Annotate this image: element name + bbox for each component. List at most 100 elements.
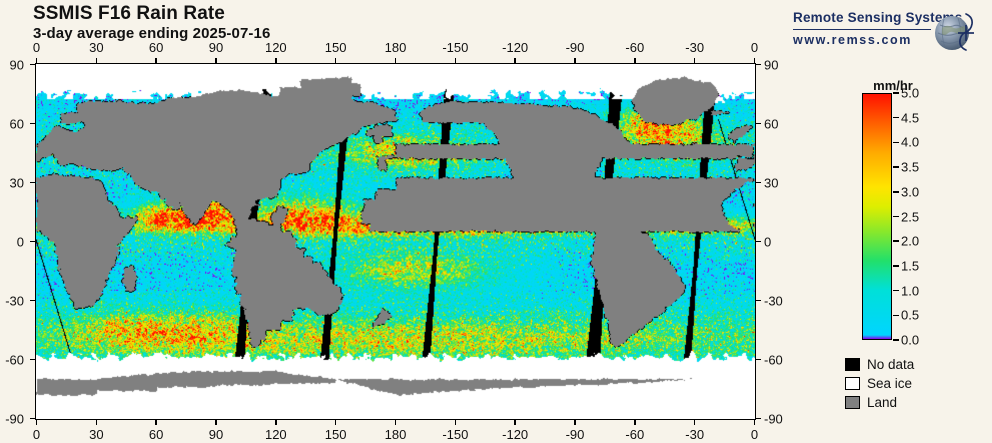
lat-tick-label: 60 — [764, 116, 779, 131]
lon-tick — [275, 58, 277, 63]
lat-tick — [756, 240, 761, 243]
lat-tick — [30, 63, 35, 66]
colorbar-tick-label: 0.5 — [901, 307, 920, 323]
lon-tick-label: -90 — [565, 40, 585, 55]
lon-tick — [95, 420, 98, 425]
lat-tick — [30, 299, 35, 302]
lon-tick-label: -90 — [565, 427, 585, 442]
lon-tick — [334, 58, 337, 63]
colorbar-units-label: mm/hr — [873, 78, 913, 93]
lat-tick — [756, 181, 761, 184]
colorbar-tick-label: 5.0 — [901, 85, 920, 101]
colorbar-tick — [893, 240, 899, 242]
lat-tick — [30, 240, 35, 243]
lon-tick-label: -150 — [442, 40, 469, 55]
lon-tick — [693, 58, 696, 63]
lon-tick-label: 0 — [750, 40, 759, 55]
rss-company-name: Remote Sensing Systems — [793, 10, 963, 25]
colorbar — [862, 93, 892, 340]
lat-tick-label: 60 — [9, 116, 24, 131]
lat-tick — [756, 122, 761, 125]
lon-tick — [275, 420, 277, 425]
lat-tick — [30, 122, 35, 125]
lon-tick — [514, 420, 516, 425]
lat-tick-label: -30 — [764, 293, 783, 308]
lon-tick — [514, 58, 516, 63]
colorbar-tick — [893, 166, 899, 168]
colorbar-tick — [893, 215, 899, 218]
lon-tick-label: 60 — [148, 427, 164, 442]
colorbar-tick — [893, 314, 899, 317]
lon-tick — [334, 420, 337, 425]
lat-tick — [30, 358, 35, 361]
lon-tick-label: 0 — [750, 427, 759, 442]
colorbar-tick — [893, 191, 899, 193]
lat-tick — [30, 417, 35, 420]
lon-tick-label: 120 — [264, 427, 287, 442]
lon-tick-label: -30 — [685, 427, 705, 442]
lon-tick-label: 30 — [89, 40, 104, 55]
map-legend: No data Sea ice Land — [845, 355, 914, 412]
lat-tick-label: -60 — [764, 352, 783, 367]
lat-tick — [756, 358, 761, 361]
lon-tick-label: 90 — [208, 427, 224, 442]
colorbar-tick-label: 4.0 — [901, 134, 920, 150]
colorbar-tick — [893, 339, 899, 341]
colorbar-tick-label: 3.5 — [901, 159, 920, 175]
lat-tick-label: -90 — [5, 411, 24, 426]
global-rain-rate-map[interactable] — [35, 63, 756, 420]
lon-tick-label: -30 — [685, 40, 705, 55]
legend-label: Sea ice — [867, 376, 913, 391]
colorbar-tick — [893, 265, 899, 267]
lon-tick — [753, 58, 756, 63]
lon-tick-label: -60 — [625, 40, 645, 55]
lon-tick-label: -150 — [442, 427, 469, 442]
lat-tick-label: -30 — [5, 293, 24, 308]
map-raster — [36, 64, 755, 419]
lon-tick — [155, 58, 157, 63]
lat-tick — [30, 181, 35, 184]
legend-swatch — [845, 358, 860, 371]
legend-swatch — [845, 377, 860, 390]
lon-tick-label: 120 — [264, 40, 287, 55]
lat-tick — [756, 63, 761, 66]
page-subtitle: 3-day average ending 2025-07-16 — [33, 25, 271, 42]
lat-tick-label: 90 — [764, 57, 779, 72]
lon-tick-label: 30 — [89, 427, 104, 442]
colorbar-tick-label: 2.0 — [901, 233, 920, 249]
colorbar-tick — [893, 116, 899, 119]
lon-tick — [574, 58, 576, 63]
colorbar-tick-label: 1.5 — [901, 258, 920, 274]
lon-tick-label: 60 — [148, 40, 164, 55]
lon-tick — [634, 58, 636, 63]
lon-tick — [215, 58, 217, 63]
legend-label: Land — [867, 395, 898, 410]
lon-tick — [394, 420, 397, 425]
lon-tick — [95, 58, 98, 63]
lon-tick-label: 90 — [208, 40, 224, 55]
legend-label: No data — [867, 357, 915, 372]
lon-tick — [634, 420, 636, 425]
lon-tick-label: 150 — [324, 40, 347, 55]
colorbar-tick-label: 4.5 — [901, 110, 920, 126]
lat-tick-label: 0 — [16, 234, 24, 249]
legend-item: No data — [845, 355, 914, 374]
rss-logo[interactable]: Remote Sensing Systems www.remss.com — [793, 10, 979, 56]
lon-tick-label: -120 — [502, 40, 529, 55]
colorbar-gradient — [863, 94, 891, 339]
lon-tick-label: -60 — [625, 427, 645, 442]
rss-divider — [793, 29, 931, 30]
lon-tick-label: 150 — [324, 427, 347, 442]
lat-tick-label: -90 — [764, 411, 783, 426]
colorbar-tick — [893, 289, 899, 292]
lon-tick — [155, 420, 157, 425]
lat-tick-label: 30 — [764, 175, 779, 190]
lon-tick — [574, 420, 576, 425]
lon-tick-label: 180 — [384, 40, 407, 55]
lon-tick — [454, 420, 457, 425]
legend-swatch — [845, 396, 860, 409]
legend-item: Sea ice — [845, 374, 914, 393]
colorbar-tick-label: 3.0 — [901, 184, 920, 200]
colorbar-tick — [893, 92, 899, 94]
